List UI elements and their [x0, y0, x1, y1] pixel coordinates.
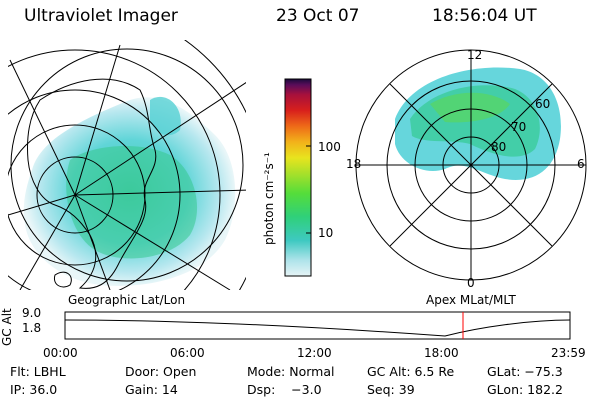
- timeline-xtick-3: 18:00: [424, 346, 459, 360]
- colorbar-unit-label: photon cm⁻²s⁻¹: [262, 152, 276, 245]
- status-glat: GLat: −75.3: [487, 364, 563, 379]
- apex-polar-map: [355, 49, 587, 281]
- status-mode: Mode: Normal: [247, 364, 335, 379]
- orbit-timeline: [64, 311, 571, 340]
- mlat-label-70: 70: [511, 120, 527, 134]
- colorbar: [284, 78, 312, 277]
- status-door: Door: Open: [125, 364, 197, 379]
- mlt-label-0: 0: [467, 276, 475, 290]
- time-label: 18:56:04 UT: [432, 6, 537, 26]
- status-gc-alt: GC Alt: 6.5 Re: [367, 364, 455, 379]
- status-seq: Seq: 39: [367, 382, 415, 397]
- mlat-label-80: 80: [491, 140, 507, 154]
- mlt-label-18: 18: [346, 157, 362, 171]
- colorbar-tick-10: 10: [318, 226, 334, 240]
- colorbar-tick-100: 100: [318, 140, 341, 154]
- timeline-xtick-4: 23:59: [551, 346, 586, 360]
- timeline-ylabel: GC Alt: [0, 308, 14, 346]
- status-gain: Gain: 14: [125, 382, 178, 397]
- timeline-ytick-low: 1.8: [22, 321, 42, 335]
- right-map-caption: Apex MLat/MLT: [426, 293, 516, 307]
- mlt-label-12: 12: [467, 48, 483, 62]
- timeline-xtick-2: 12:00: [297, 346, 332, 360]
- status-dsp: Dsp: −3.0: [247, 382, 322, 397]
- left-map-caption: Geographic Lat/Lon: [68, 293, 186, 307]
- status-glon: GLon: 182.2: [487, 382, 563, 397]
- timeline-xtick-0: 00:00: [43, 346, 78, 360]
- instrument-title: Ultraviolet Imager: [24, 6, 178, 26]
- status-ip: IP: 36.0: [10, 382, 58, 397]
- mlat-label-60: 60: [535, 97, 551, 111]
- timeline-ytick-high: 9.0: [22, 306, 42, 320]
- date-label: 23 Oct 07: [276, 6, 360, 26]
- geographic-map: [8, 40, 246, 290]
- timeline-xtick-1: 06:00: [170, 346, 205, 360]
- mlt-label-6: 6: [577, 157, 585, 171]
- orbit-altitude-curve: [64, 319, 571, 337]
- status-filter: Flt: LBHL: [10, 364, 66, 379]
